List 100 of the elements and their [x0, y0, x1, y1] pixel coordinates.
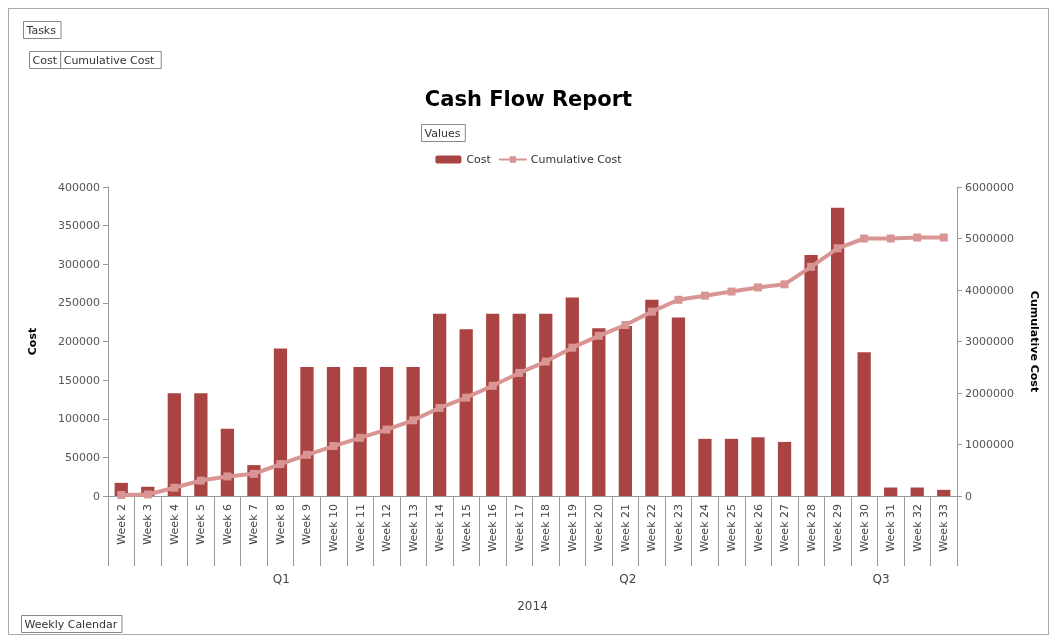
x-tick-label: Week 24 [698, 504, 712, 552]
point [674, 295, 683, 304]
point [488, 381, 497, 390]
bar [406, 366, 420, 496]
point [356, 433, 365, 442]
point [594, 331, 603, 340]
point [515, 368, 524, 377]
point [700, 291, 709, 300]
y2-tick-label: 2000000 [965, 386, 1014, 400]
bar [830, 207, 845, 496]
text: Q3 [872, 572, 890, 586]
x-tick-label: Week 28 [804, 504, 818, 552]
x-tick-label: Week 10 [327, 504, 341, 552]
x-tick-label: Week 32 [910, 504, 924, 552]
x-tick-label: Week 2 [114, 504, 128, 545]
y2-tick-label: 6000000 [965, 180, 1014, 194]
x-tick-label: Week 4 [167, 504, 181, 545]
bar [512, 313, 526, 496]
point [541, 357, 550, 366]
x-tick-label: Week 8 [273, 504, 287, 545]
y-axis-title: Cost [26, 327, 39, 356]
point [860, 234, 869, 243]
y-tick-label: 350000 [58, 219, 100, 233]
point [939, 233, 948, 242]
x-tick-label: Week 19 [565, 504, 579, 552]
point [886, 234, 895, 243]
x-tick-label: Week 33 [937, 504, 951, 552]
bar [565, 297, 579, 496]
bar [353, 366, 367, 496]
bar [645, 299, 659, 496]
bar [884, 487, 898, 496]
point [223, 472, 232, 481]
x-tick-label: Week 21 [618, 504, 632, 552]
y2-tick-label: 5000000 [965, 232, 1014, 245]
bar [910, 487, 924, 496]
x-tick-label: Week 11 [353, 504, 367, 552]
text: Q1 [272, 572, 290, 586]
bar [300, 366, 314, 496]
y2-tick-label: 3000000 [965, 335, 1014, 348]
x-tick-label: Week 26 [751, 504, 765, 552]
text: Tasks [25, 23, 57, 37]
point [117, 490, 126, 499]
bar [194, 393, 208, 496]
point [807, 262, 816, 271]
text: Q2 [619, 572, 637, 586]
x-tick-label: Week 20 [592, 504, 606, 552]
bar [459, 329, 473, 496]
chart-title: Cash Flow Report [424, 86, 633, 111]
y-tick-label: 0 [93, 489, 100, 503]
bar [167, 393, 181, 496]
x-tick-label: Week 3 [141, 504, 155, 545]
bar [379, 366, 394, 496]
bar [326, 366, 341, 496]
point [170, 483, 179, 492]
x-tick-label: Week 23 [671, 504, 685, 552]
x-tick-label: Week 17 [512, 504, 526, 552]
bar [857, 352, 871, 496]
point [780, 280, 789, 289]
y-tick-label: 250000 [58, 296, 100, 310]
x-tick-label: Week 22 [645, 504, 659, 552]
point [276, 460, 285, 469]
y-tick-label: 150000 [58, 373, 100, 387]
bar [433, 313, 447, 496]
point [833, 244, 842, 253]
bar [592, 328, 606, 496]
bar [937, 489, 951, 496]
bar [486, 313, 500, 496]
point [435, 403, 444, 412]
y-tick-label: 300000 [58, 257, 100, 271]
bar [671, 317, 686, 496]
point [302, 450, 311, 459]
x-tick-label: Week 14 [433, 504, 447, 552]
bar [618, 326, 632, 496]
point [754, 283, 763, 292]
y-tick-label: 400000 [58, 180, 100, 194]
y-tick-label: 100000 [58, 412, 100, 426]
point [727, 287, 736, 296]
text: Weekly Calendar [24, 617, 118, 631]
y-tick-label: 50000 [65, 450, 100, 464]
bar [698, 438, 712, 496]
bar [777, 441, 792, 496]
legend-label: Cost [466, 153, 492, 166]
point [621, 321, 630, 330]
text: Cost [32, 53, 58, 67]
x-axis-title: 2014 [517, 599, 548, 613]
y2-tick-label: 0 [965, 489, 972, 503]
legend-label: Cumulative Cost [530, 153, 623, 166]
x-tick-label: Week 30 [857, 504, 871, 552]
text: Cumulative Cost [63, 53, 156, 67]
x-tick-label: Week 29 [831, 504, 845, 552]
point [409, 416, 418, 425]
x-tick-label: Week 31 [884, 504, 898, 552]
point [196, 476, 205, 485]
point [249, 469, 258, 478]
bar [751, 437, 765, 496]
x-tick-label: Week 13 [406, 504, 420, 552]
x-tick-label: Week 25 [724, 504, 738, 552]
bar [724, 438, 739, 496]
point [913, 233, 922, 242]
x-tick-label: Week 15 [459, 504, 473, 552]
